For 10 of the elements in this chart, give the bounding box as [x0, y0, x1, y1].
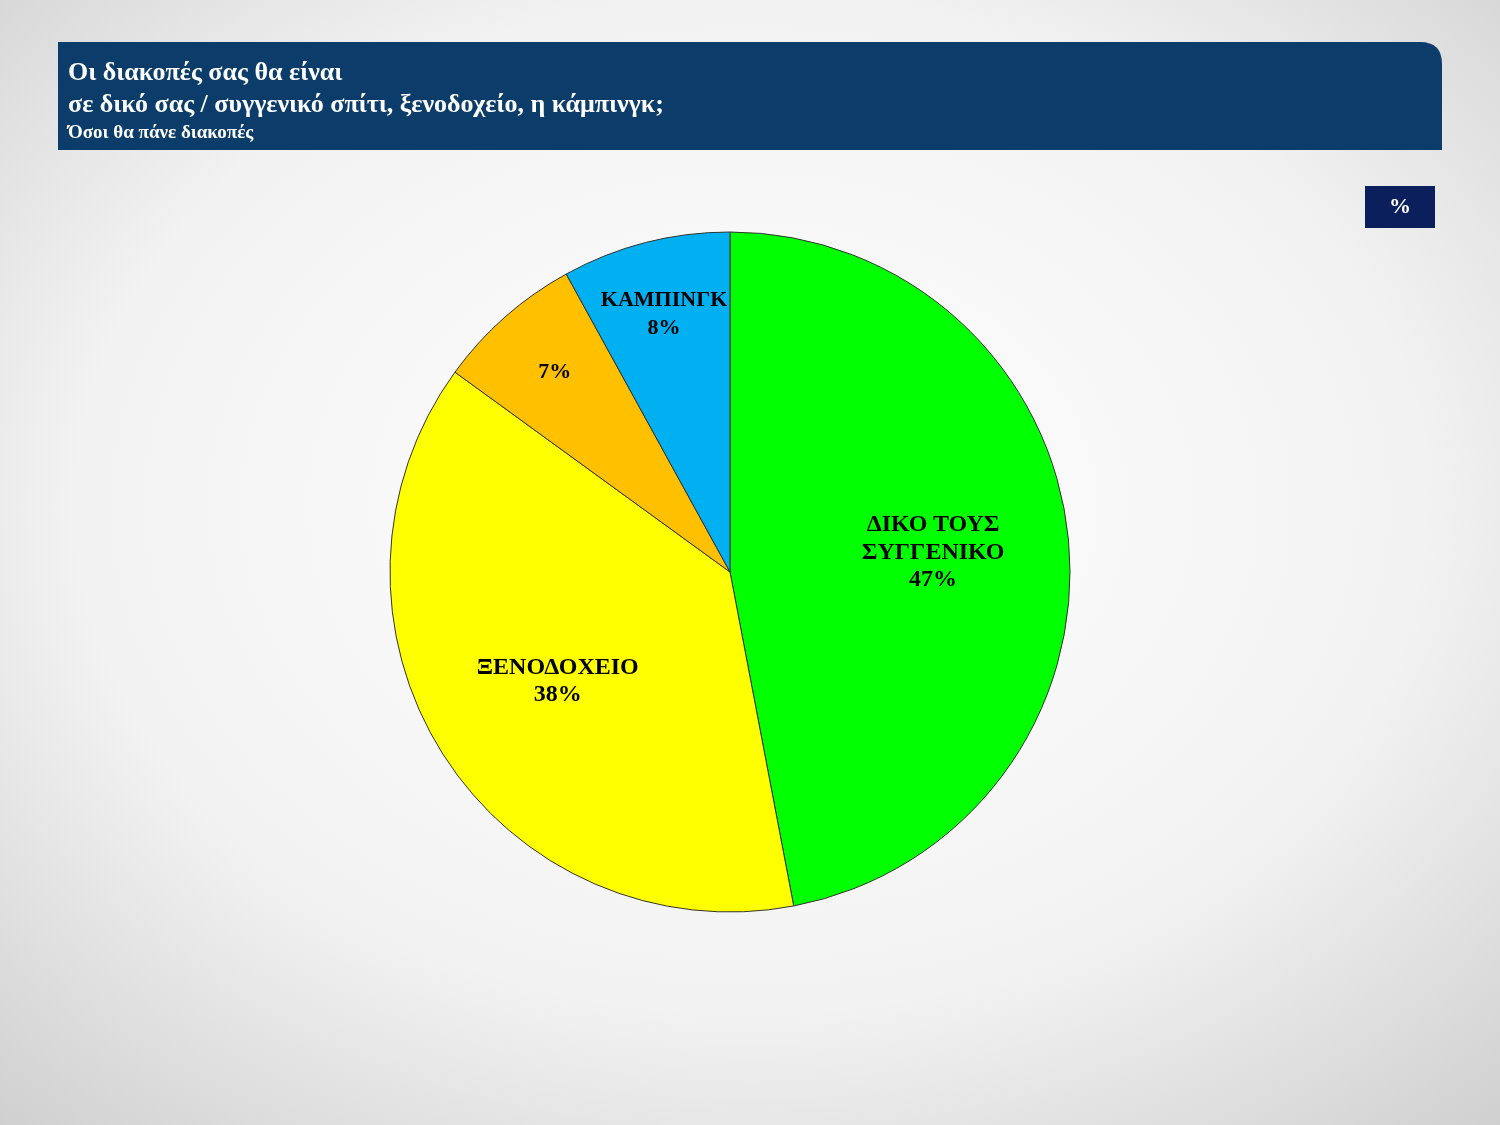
- data-label: 7%: [538, 358, 572, 384]
- slice-label: ΔΙΚΟ ΤΟΥΣ ΣΥΓΓΕΝΙΚΟ: [861, 509, 1005, 564]
- slice-label: ΞΕΝΟΔΟΧΕΙΟ: [476, 652, 639, 679]
- text: %: [1389, 193, 1411, 219]
- slice-label: ΚΑΜΠΙΝΓΚ: [600, 286, 728, 312]
- text: Όσοι θα πάνε διακοπές: [66, 121, 255, 142]
- data-label: 47%: [909, 564, 958, 591]
- chart-title: Οι διακοπές σας θα είναι σε δικό σας / συγγενικό σπίτι, ξενοδοχείο, η κάμπινγκ;: [68, 57, 664, 118]
- data-label: 38%: [533, 679, 582, 706]
- data-label: 8%: [647, 313, 681, 339]
